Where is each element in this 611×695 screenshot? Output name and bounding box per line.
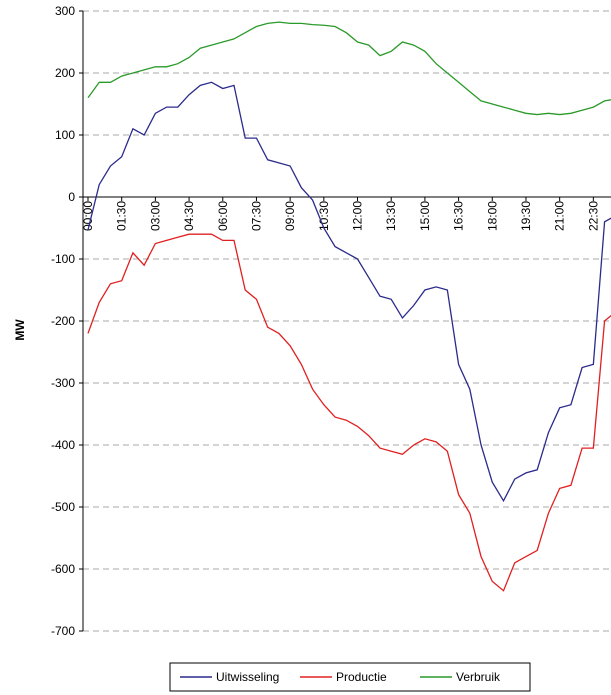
- series-line: [87, 233, 611, 592]
- legend-box: [169, 662, 531, 692]
- legend-label: Uitwisseling: [216, 670, 279, 684]
- x-tick-label: 09:00: [283, 201, 297, 231]
- x-tick-label: 18:00: [485, 201, 499, 231]
- x-tick-label: 00:00: [81, 201, 95, 231]
- y-tick-label: -700: [51, 624, 75, 638]
- y-tick-label: 300: [55, 4, 75, 18]
- x-tick-label: 19:30: [519, 201, 533, 231]
- x-tick-label: 04:30: [182, 201, 196, 231]
- x-tick-label: 06:00: [216, 201, 230, 231]
- x-tick-label: 15:00: [418, 201, 432, 231]
- series-line: [87, 81, 611, 503]
- y-tick-label: 0: [68, 190, 75, 204]
- x-tick-label: 03:00: [148, 201, 162, 231]
- y-tick-label: -400: [51, 438, 75, 452]
- y-tick-label: -300: [51, 376, 75, 390]
- x-tick-label: 13:30: [384, 201, 398, 231]
- x-tick-label: 21:00: [553, 201, 567, 231]
- legend-label: Productie: [336, 670, 387, 684]
- series-line: [87, 21, 611, 116]
- legend-label: Verbruik: [456, 670, 501, 684]
- y-tick-label: -500: [51, 500, 75, 514]
- y-tick-label: -200: [51, 314, 75, 328]
- x-tick-label: 16:30: [452, 201, 466, 231]
- x-tick-label: 12:00: [351, 201, 365, 231]
- x-tick-label: 07:30: [249, 201, 263, 231]
- y-axis-label: MW: [13, 319, 27, 341]
- x-tick-label: 22:30: [586, 201, 600, 231]
- x-tick-label: 10:30: [317, 201, 331, 231]
- y-tick-label: -100: [51, 252, 75, 266]
- x-tick-label: 01:30: [115, 201, 129, 231]
- y-tick-label: -600: [51, 562, 75, 576]
- y-tick-label: 100: [55, 128, 75, 142]
- y-tick-label: 200: [55, 66, 75, 80]
